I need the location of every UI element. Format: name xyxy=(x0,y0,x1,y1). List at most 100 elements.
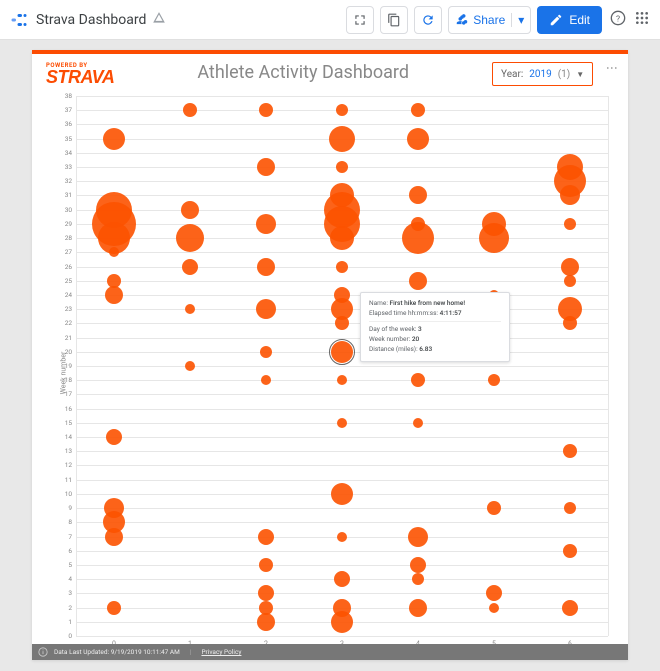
chart-tooltip: Name: First hike from new home!Elapsed t… xyxy=(360,292,510,362)
bubble-point[interactable] xyxy=(105,286,123,304)
y-tick: 1 xyxy=(60,618,72,626)
y-tick: 13 xyxy=(60,447,72,455)
share-button[interactable]: Share ▾ xyxy=(448,6,531,34)
bubble-point[interactable] xyxy=(488,374,500,386)
apps-icon[interactable] xyxy=(634,10,650,29)
y-tick: 33 xyxy=(60,163,72,171)
bubble-point[interactable] xyxy=(563,544,577,558)
bubble-point[interactable] xyxy=(109,247,119,257)
bubble-point[interactable] xyxy=(409,599,427,617)
share-caret-icon[interactable]: ▾ xyxy=(511,13,524,27)
bubble-point[interactable] xyxy=(413,418,423,428)
bubble-point[interactable] xyxy=(337,418,347,428)
bubble-point[interactable] xyxy=(258,529,274,545)
report-title: Athlete Activity Dashboard xyxy=(124,62,482,83)
y-tick: 15 xyxy=(60,419,72,427)
bubble-point[interactable] xyxy=(336,161,348,173)
bubble-point[interactable] xyxy=(337,532,347,542)
bubble-point[interactable] xyxy=(259,103,273,117)
y-tick: 20 xyxy=(60,348,72,356)
bubble-point[interactable] xyxy=(331,611,353,633)
bubble-point[interactable] xyxy=(182,259,198,275)
copy-button[interactable] xyxy=(380,6,408,34)
bubble-point[interactable] xyxy=(337,375,347,385)
y-tick: 30 xyxy=(60,206,72,214)
y-tick: 21 xyxy=(60,334,72,342)
bubble-point[interactable] xyxy=(408,527,428,547)
doc-title[interactable]: Strava Dashboard xyxy=(36,12,146,28)
bubble-point[interactable] xyxy=(487,501,501,515)
bubble-point[interactable] xyxy=(331,483,353,505)
bubble-point[interactable] xyxy=(185,304,195,314)
bubble-point[interactable] xyxy=(563,444,577,458)
bubble-point[interactable] xyxy=(258,585,274,601)
bubble-point[interactable] xyxy=(331,341,353,363)
plot-area[interactable]: 0123456789101112131415161718192021222324… xyxy=(76,96,608,636)
bubble-point[interactable] xyxy=(335,316,349,330)
bubble-point[interactable] xyxy=(256,299,276,319)
bubble-point[interactable] xyxy=(564,275,576,287)
bubble-point[interactable] xyxy=(561,258,579,276)
y-tick: 22 xyxy=(60,319,72,327)
bubble-point[interactable] xyxy=(329,126,355,152)
bubble-point[interactable] xyxy=(176,224,204,252)
bubble-chart[interactable]: Week number Day of the week 012345678910… xyxy=(46,90,614,656)
bubble-point[interactable] xyxy=(257,158,275,176)
bubble-point[interactable] xyxy=(412,573,424,585)
year-filter[interactable]: Year: 2019 (1) ▼ xyxy=(492,62,593,86)
svg-text:?: ? xyxy=(616,14,620,24)
bubble-point[interactable] xyxy=(181,201,199,219)
bubble-point[interactable] xyxy=(257,613,275,631)
bubble-point[interactable] xyxy=(336,104,348,116)
bubble-point[interactable] xyxy=(257,258,275,276)
y-tick: 16 xyxy=(60,405,72,413)
bubble-point[interactable] xyxy=(256,214,276,234)
bubble-point[interactable] xyxy=(261,375,271,385)
bubble-point[interactable] xyxy=(410,557,426,573)
y-tick: 8 xyxy=(60,518,72,526)
y-tick: 3 xyxy=(60,589,72,597)
y-tick: 28 xyxy=(60,234,72,242)
chart-menu-icon[interactable]: ⋮ xyxy=(609,62,614,73)
bubble-point[interactable] xyxy=(103,128,125,150)
edit-button[interactable]: Edit xyxy=(537,6,602,34)
help-icon[interactable]: ? xyxy=(610,10,626,29)
top-toolbar: Strava Dashboard Share ▾ Edit ? xyxy=(0,0,660,40)
bubble-point[interactable] xyxy=(260,346,272,358)
y-tick: 25 xyxy=(60,277,72,285)
bubble-point[interactable] xyxy=(409,272,427,290)
bubble-point[interactable] xyxy=(411,103,425,117)
y-tick: 5 xyxy=(60,561,72,569)
chevron-down-icon: ▼ xyxy=(576,70,584,79)
bubble-point[interactable] xyxy=(411,373,425,387)
fullscreen-button[interactable] xyxy=(346,6,374,34)
bubble-point[interactable] xyxy=(336,261,348,273)
bubble-point[interactable] xyxy=(105,528,123,546)
bubble-point[interactable] xyxy=(563,316,577,330)
refresh-button[interactable] xyxy=(414,6,442,34)
y-tick: 37 xyxy=(60,106,72,114)
bubble-point[interactable] xyxy=(564,218,576,230)
bubble-point[interactable] xyxy=(334,571,350,587)
y-tick: 7 xyxy=(60,533,72,541)
datastudio-logo-icon xyxy=(10,11,28,29)
bubble-point[interactable] xyxy=(259,558,273,572)
bubble-point[interactable] xyxy=(560,185,580,205)
bubble-point[interactable] xyxy=(185,361,195,371)
bubble-point[interactable] xyxy=(106,429,122,445)
bubble-point[interactable] xyxy=(479,223,509,253)
bubble-point[interactable] xyxy=(489,603,499,613)
bubble-point[interactable] xyxy=(562,600,578,616)
bubble-point[interactable] xyxy=(409,186,427,204)
bubble-point[interactable] xyxy=(402,222,434,254)
bubble-point[interactable] xyxy=(183,103,197,117)
bubble-point[interactable] xyxy=(486,585,502,601)
y-tick: 12 xyxy=(60,461,72,469)
bubble-point[interactable] xyxy=(564,502,576,514)
bubble-point[interactable] xyxy=(407,128,429,150)
y-tick: 17 xyxy=(60,390,72,398)
bubble-point[interactable] xyxy=(330,226,354,250)
bubble-point[interactable] xyxy=(107,601,121,615)
year-filter-value: 2019 xyxy=(529,69,551,80)
privacy-link[interactable]: Privacy Policy xyxy=(201,648,241,656)
